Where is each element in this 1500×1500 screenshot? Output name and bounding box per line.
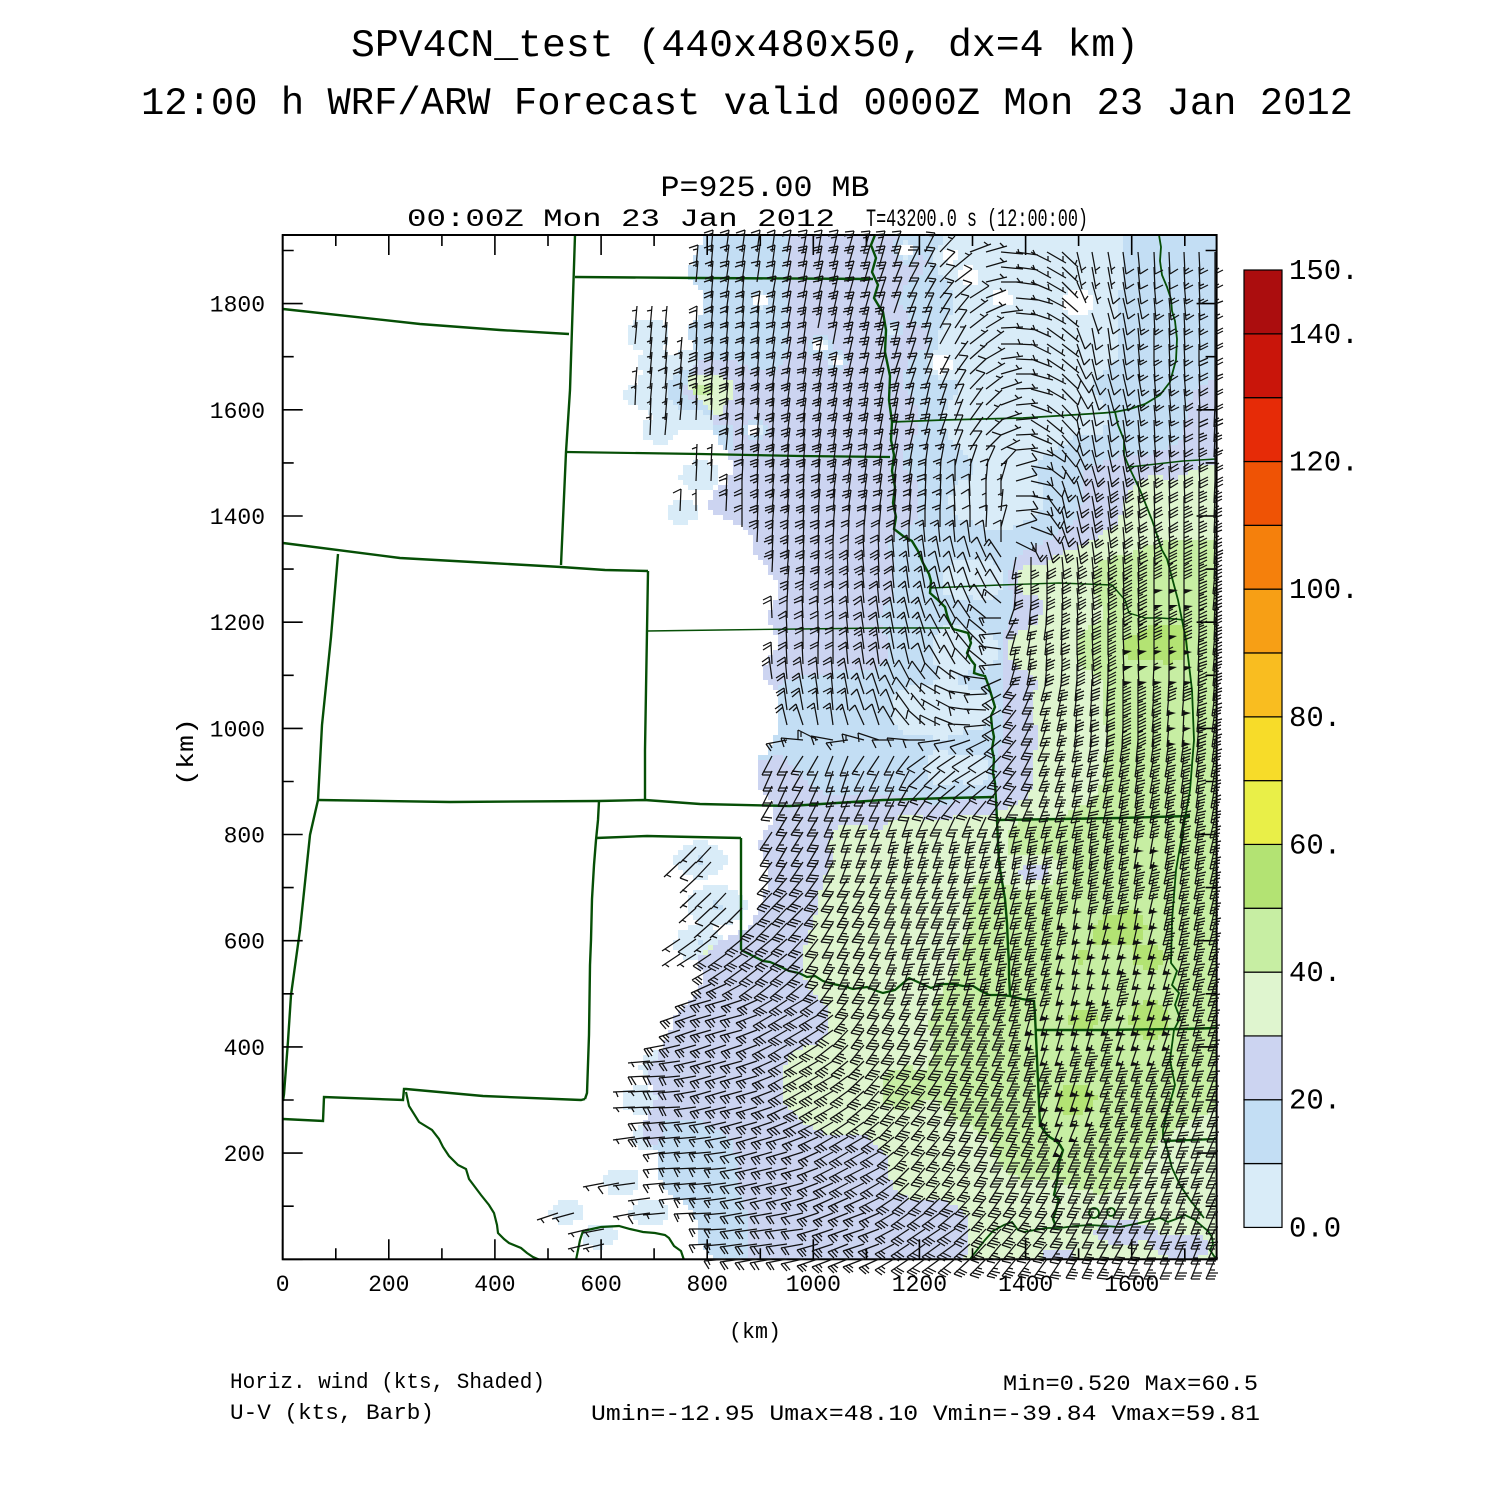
- svg-text:40.: 40.: [1289, 957, 1341, 990]
- svg-text:60.: 60.: [1289, 829, 1341, 862]
- svg-text:(km): (km): [729, 1320, 781, 1345]
- svg-text:1200: 1200: [892, 1272, 947, 1298]
- svg-text:00:00Z Mon 23 Jan 2012: 00:00Z Mon 23 Jan 2012: [407, 205, 835, 234]
- svg-text:1200: 1200: [210, 611, 265, 637]
- svg-text:200: 200: [368, 1272, 409, 1298]
- svg-text:800: 800: [686, 1272, 727, 1298]
- svg-text:600: 600: [224, 930, 265, 956]
- svg-text:U-V (kts, Barb): U-V (kts, Barb): [230, 1401, 434, 1426]
- svg-text:1600: 1600: [210, 399, 265, 425]
- svg-text:200: 200: [224, 1142, 265, 1168]
- svg-text:(km): (km): [174, 718, 200, 786]
- svg-text:400: 400: [474, 1272, 515, 1298]
- svg-text:600: 600: [580, 1272, 621, 1298]
- svg-text:400: 400: [224, 1036, 265, 1062]
- svg-text:80.: 80.: [1289, 702, 1341, 735]
- svg-text:SPV4CN_test (440x480x50, dx=4: SPV4CN_test (440x480x50, dx=4 km): [351, 24, 1139, 68]
- svg-text:150.: 150.: [1289, 255, 1359, 288]
- svg-text:0: 0: [276, 1272, 290, 1298]
- svg-text:P=925.00 MB: P=925.00 MB: [661, 172, 870, 206]
- svg-text:1000: 1000: [210, 717, 265, 743]
- svg-text:Umin=-12.95 Umax=48.10 Vmin=-3: Umin=-12.95 Umax=48.10 Vmin=-39.84 Vmax=…: [591, 1402, 1260, 1427]
- svg-text:140.: 140.: [1289, 319, 1359, 352]
- svg-text:T=43200.0 s (12:00:00): T=43200.0 s (12:00:00): [866, 205, 1088, 234]
- svg-text:0.0: 0.0: [1289, 1212, 1341, 1245]
- svg-text:1800: 1800: [210, 293, 265, 319]
- svg-text:800: 800: [224, 824, 265, 850]
- svg-text:1400: 1400: [210, 505, 265, 531]
- svg-text:12:00 h WRF/ARW Forecast valid: 12:00 h WRF/ARW Forecast valid 0000Z Mon…: [141, 82, 1353, 126]
- svg-text:1400: 1400: [998, 1272, 1053, 1298]
- svg-text:20.: 20.: [1289, 1085, 1341, 1118]
- svg-text:120.: 120.: [1289, 447, 1359, 480]
- svg-text:100.: 100.: [1289, 574, 1359, 607]
- svg-text:Min=0.520 Max=60.5: Min=0.520 Max=60.5: [1003, 1372, 1258, 1397]
- svg-text:1000: 1000: [786, 1272, 841, 1298]
- svg-text:Horiz. wind (kts, Shaded): Horiz. wind (kts, Shaded): [230, 1370, 545, 1395]
